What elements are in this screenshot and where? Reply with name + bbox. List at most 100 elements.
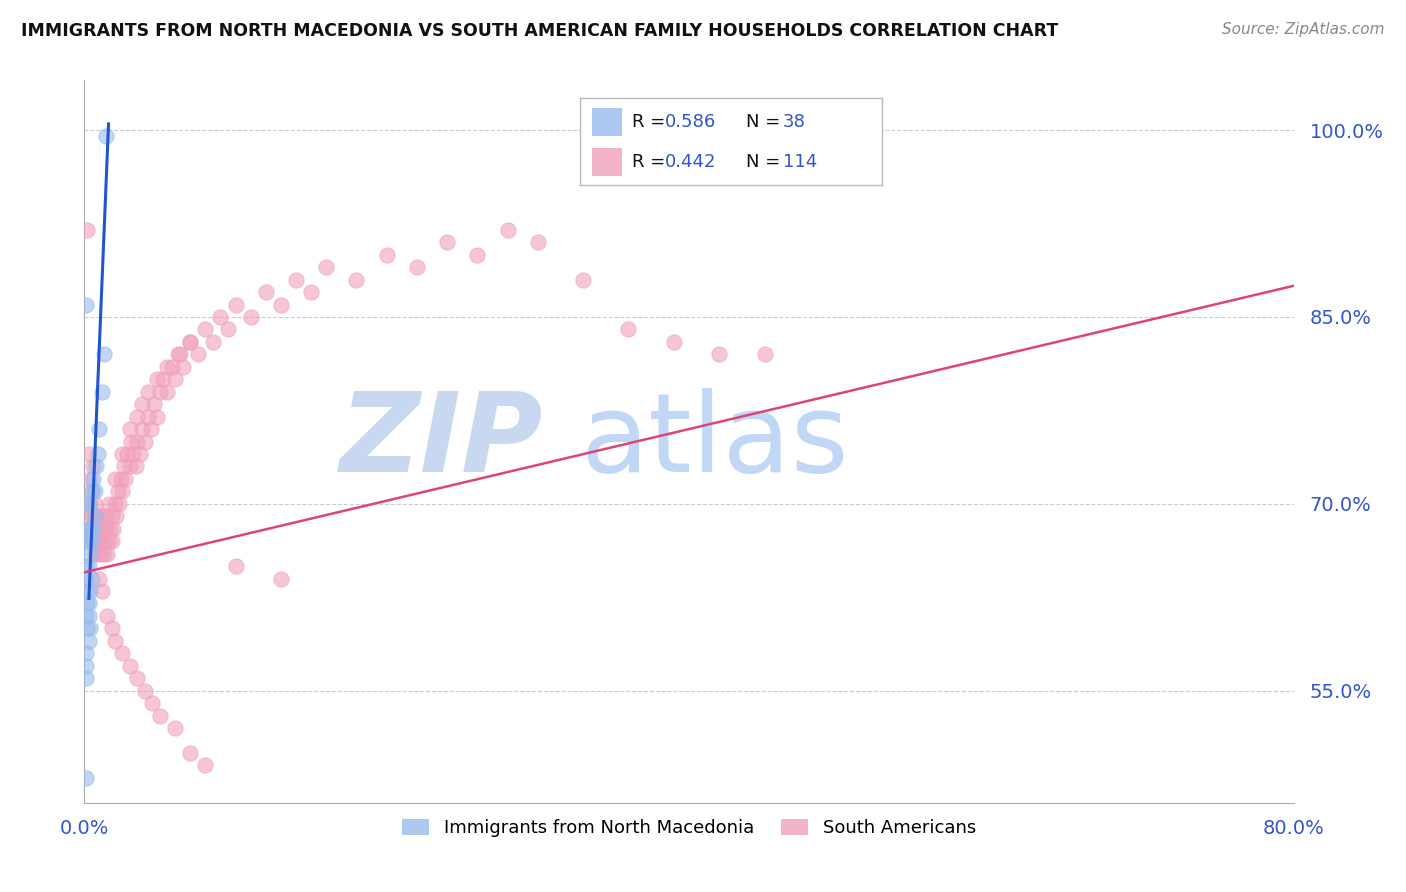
Point (127, 409, 149, 424)
Point (118, 459, 141, 474)
Point (118, 658, 141, 673)
Point (754, 347, 776, 361)
Point (194, 758, 217, 772)
Text: atlas: atlas (581, 388, 849, 495)
Point (146, 409, 169, 424)
Point (94, 534, 117, 549)
Legend: Immigrants from North Macedonia, South Americans: Immigrants from North Macedonia, South A… (395, 812, 983, 845)
Point (709, 347, 731, 361)
Point (617, 322, 640, 336)
Point (100, 534, 122, 549)
Point (75, 559, 97, 574)
Point (110, 472, 132, 486)
Point (179, 334, 201, 349)
Point (165, 721, 187, 735)
Point (239, 310, 262, 324)
Point (87, 522, 110, 536)
Point (467, 248, 489, 262)
Point (75, 771, 97, 785)
Point (79, 547, 101, 561)
Point (93, 347, 115, 361)
Point (104, 472, 127, 486)
Point (131, 422, 153, 436)
Point (111, 484, 134, 499)
Point (76, 534, 98, 549)
Point (86, 534, 108, 549)
Point (169, 347, 191, 361)
Point (254, 285, 277, 299)
Point (114, 472, 136, 486)
Point (139, 422, 162, 436)
Point (79, 584, 101, 599)
Point (134, 434, 156, 449)
Point (134, 683, 156, 698)
Point (167, 347, 190, 361)
Point (187, 347, 209, 361)
Point (315, 260, 337, 274)
Point (111, 447, 134, 461)
Point (93, 522, 115, 536)
Point (98, 522, 121, 536)
Point (527, 235, 550, 250)
Point (118, 422, 141, 436)
Point (76, 597, 98, 611)
Point (94, 509, 117, 524)
Point (142, 397, 165, 411)
Point (141, 696, 163, 710)
Point (80, 534, 103, 549)
Point (80, 484, 103, 499)
Point (76, 621, 98, 635)
Point (80, 509, 103, 524)
Point (77, 522, 100, 536)
Point (375, 248, 398, 262)
Point (75, 671, 97, 685)
Point (89, 534, 111, 549)
Point (225, 559, 247, 574)
Point (84, 547, 107, 561)
Point (77, 497, 100, 511)
Point (84, 484, 107, 499)
Point (94, 129, 117, 144)
Point (299, 285, 322, 299)
Point (572, 272, 595, 286)
Point (80, 572, 103, 586)
Point (82, 509, 104, 524)
Point (496, 223, 519, 237)
Point (270, 572, 292, 586)
Point (105, 509, 128, 524)
Point (84, 509, 107, 524)
Point (129, 447, 152, 461)
Point (285, 272, 308, 286)
Point (75, 297, 97, 311)
Point (436, 235, 458, 250)
Point (127, 671, 149, 685)
Point (179, 746, 201, 760)
Point (77, 609, 100, 624)
Point (89, 422, 111, 436)
Point (97, 534, 120, 549)
Point (77, 522, 100, 536)
Point (104, 633, 127, 648)
Point (156, 359, 179, 374)
Point (209, 310, 232, 324)
Point (89, 509, 111, 524)
Point (76, 497, 98, 511)
Point (87, 547, 110, 561)
Point (75, 609, 97, 624)
Point (79, 522, 101, 536)
Point (96, 522, 118, 536)
Point (125, 459, 148, 474)
Point (225, 297, 247, 311)
Point (82, 522, 104, 536)
Point (100, 509, 122, 524)
Point (104, 497, 127, 511)
Point (136, 409, 159, 424)
Point (136, 384, 159, 399)
Point (346, 272, 368, 286)
Point (90, 547, 112, 561)
Point (217, 322, 239, 336)
Point (131, 397, 153, 411)
Point (160, 359, 183, 374)
Point (75, 572, 97, 586)
Point (75, 658, 97, 673)
